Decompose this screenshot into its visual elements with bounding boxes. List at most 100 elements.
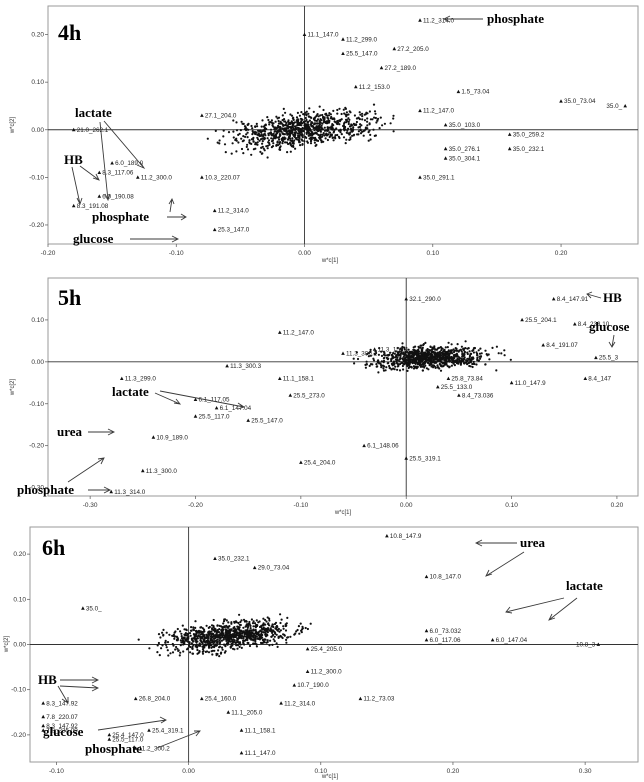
data-point-marker xyxy=(418,175,422,179)
cloud-point xyxy=(238,613,241,616)
cloud-point xyxy=(491,346,494,349)
cloud-point xyxy=(320,141,323,144)
cloud-point xyxy=(328,131,332,134)
cloud-point xyxy=(262,147,265,150)
cloud-point xyxy=(293,139,296,142)
cloud-point xyxy=(305,113,308,116)
cloud-point xyxy=(333,128,336,131)
data-point-label: 11.2_300.2 xyxy=(139,745,171,752)
cloud-point xyxy=(277,635,280,638)
annotation-hb-6h: HB xyxy=(38,672,57,687)
cloud-point xyxy=(392,130,395,133)
data-point-label: 11.2_300.0 xyxy=(141,174,173,181)
cloud-point xyxy=(182,640,185,643)
cloud-point xyxy=(289,635,292,638)
cloud-point xyxy=(248,141,251,144)
cloud-point xyxy=(188,642,191,645)
data-point-marker xyxy=(200,696,204,701)
cloud-point xyxy=(455,353,458,356)
cloud-point xyxy=(437,351,440,354)
cloud-point xyxy=(212,625,215,629)
cloud-point xyxy=(444,346,447,349)
data-point-marker xyxy=(509,380,514,385)
cloud-point xyxy=(319,126,322,129)
cloud-point xyxy=(320,124,323,127)
data-point-marker xyxy=(200,113,204,117)
cloud-point xyxy=(333,118,336,121)
cloud-point xyxy=(264,123,267,126)
cloud-point xyxy=(242,635,245,638)
arrow-phosphate-6h xyxy=(156,730,201,749)
data-point-label: 35.0_232.1 xyxy=(513,146,545,153)
cloud-point xyxy=(284,624,287,628)
cloud-point xyxy=(495,369,498,372)
cloud-point xyxy=(321,113,324,117)
cloud-point xyxy=(313,123,316,126)
cloud-point xyxy=(248,620,251,624)
cloud-point xyxy=(286,132,289,135)
cloud-point xyxy=(265,633,269,636)
cloud-point xyxy=(284,141,287,144)
cloud-point xyxy=(266,116,269,119)
cloud-point xyxy=(424,354,427,357)
cloud-point xyxy=(430,352,433,355)
cloud-point xyxy=(402,353,405,356)
data-point-marker xyxy=(443,146,448,151)
cloud-point xyxy=(279,122,282,125)
cloud-point xyxy=(159,636,162,639)
cloud-point xyxy=(321,128,324,131)
cloud-point xyxy=(345,113,349,116)
cloud-point xyxy=(372,103,376,106)
cloud-point xyxy=(326,134,329,137)
data-point-marker xyxy=(341,351,345,355)
data-point-marker xyxy=(193,414,198,418)
cloud-point xyxy=(469,361,472,364)
cloud-point xyxy=(273,128,276,131)
cloud-point xyxy=(260,146,263,149)
cloud-point xyxy=(230,642,233,646)
cloud-point xyxy=(368,129,371,132)
cloud-point xyxy=(247,630,250,633)
cloud-point xyxy=(460,345,463,348)
cloud-point xyxy=(222,620,226,623)
cloud-point xyxy=(367,139,370,142)
cloud-point xyxy=(324,121,327,124)
cloud-point xyxy=(296,111,299,114)
x-tick-label: 0.00 xyxy=(298,250,311,257)
cloud-point xyxy=(309,132,312,135)
cloud-point xyxy=(227,635,231,638)
cloud-point xyxy=(235,129,239,132)
cloud-point xyxy=(280,635,283,638)
cloud-point xyxy=(431,348,434,351)
cloud-point xyxy=(369,138,372,141)
cloud-point xyxy=(476,356,479,359)
data-point-label: 25.5_117.0 xyxy=(199,413,231,420)
cloud-point xyxy=(347,117,350,120)
cloud-point xyxy=(469,365,472,368)
cloud-point xyxy=(349,127,353,130)
cloud-point xyxy=(322,108,325,112)
cloud-point xyxy=(291,137,294,140)
data-point-label: 29.0_73.04 xyxy=(258,565,290,572)
cloud-point xyxy=(203,635,206,638)
cloud-point xyxy=(478,352,482,355)
cloud-point xyxy=(221,628,224,632)
arrow-lactate-b-4h xyxy=(99,121,111,202)
arrow-glucose-6h xyxy=(97,716,167,731)
cloud-point xyxy=(251,130,254,133)
data-point-label: 6.0_190.08 xyxy=(102,193,134,200)
cloud-point xyxy=(384,354,387,357)
cloud-point xyxy=(448,354,451,357)
cloud-point xyxy=(270,630,273,633)
cloud-point xyxy=(289,150,292,153)
arrow-glucose-4h xyxy=(130,235,180,243)
cloud-point xyxy=(410,365,413,368)
data-points-6h: 10.8_147.9 10.8_147.0 6.0_73.032 6.0_117.06… xyxy=(41,533,601,757)
cloud-point xyxy=(262,641,265,644)
cloud-point xyxy=(439,352,442,356)
cloud-point xyxy=(294,147,297,150)
data-point-label: 6.1_117.05 xyxy=(199,397,231,404)
x-tick-label: 0.30 xyxy=(579,768,592,775)
cloud-point xyxy=(276,645,279,649)
cloud-point xyxy=(194,626,197,630)
